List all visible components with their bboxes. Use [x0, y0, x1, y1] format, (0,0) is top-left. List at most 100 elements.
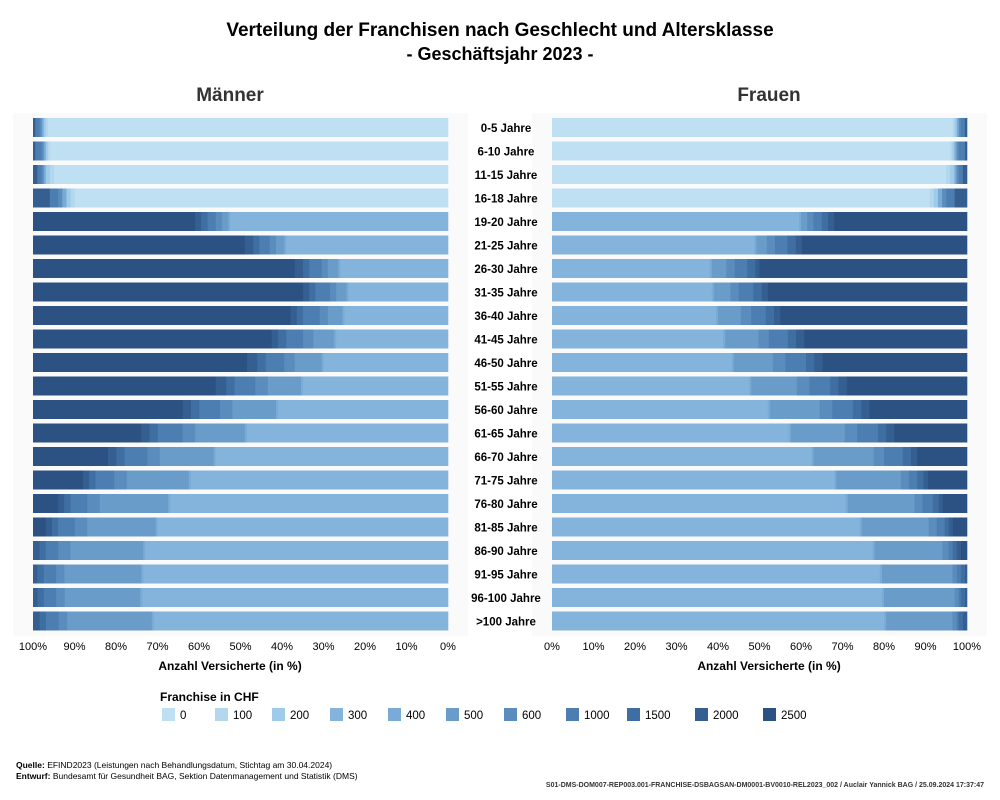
bar-segment-1500 — [753, 282, 762, 302]
bar-segment-600 — [302, 329, 314, 349]
bar-segment-2500 — [33, 494, 59, 513]
bar-segment-2000 — [962, 165, 968, 184]
bar-segment-2000 — [294, 259, 304, 278]
bar-segment-1500 — [787, 329, 797, 349]
bar-segment-600 — [57, 188, 63, 208]
bar-segment-400 — [275, 400, 279, 419]
bar-segment-2000 — [827, 212, 835, 231]
bar-segment-400 — [954, 141, 957, 161]
bar-segment-200 — [45, 165, 50, 184]
tick-label-frauen: 40% — [707, 641, 729, 653]
bar-segment-500 — [159, 447, 214, 466]
bar-segment-1000 — [315, 282, 331, 302]
bar-segment-1500 — [39, 611, 46, 631]
bar-segment-2500 — [33, 212, 196, 231]
bar-segment-100 — [952, 118, 955, 137]
tick-label-frauen: 10% — [582, 641, 604, 653]
bar-segment-600 — [86, 494, 100, 513]
bar-segment-2000 — [886, 423, 895, 443]
bar-segment-300 — [552, 306, 717, 325]
bar-segment-2000 — [964, 118, 968, 137]
tick-label-frauen: 80% — [873, 641, 895, 653]
tick-label-maenner: 60% — [188, 641, 210, 653]
bar-segment-1500 — [257, 353, 266, 372]
age-class-label: 19-20 Jahre — [474, 217, 537, 229]
bar-segment-500 — [874, 541, 943, 560]
tick-label-maenner: 90% — [63, 641, 85, 653]
bar-segment-500 — [275, 235, 285, 255]
bar-segment-1000 — [751, 306, 767, 325]
bar-segment-500 — [327, 306, 343, 325]
bar-segment-1500 — [51, 517, 59, 537]
legend-title: Franchise in CHF — [160, 690, 259, 704]
bar-segment-400 — [709, 259, 713, 278]
legend-swatch-500 — [446, 708, 459, 721]
source-text: EFIND2023 (Leistungen nach Behandlungsda… — [47, 760, 333, 770]
bar-segment-300 — [142, 564, 449, 584]
age-class-label: 86-90 Jahre — [474, 546, 537, 558]
bar-segment-200 — [45, 141, 48, 161]
bar-segment-1500 — [902, 447, 912, 466]
bar-segment-100 — [950, 141, 953, 161]
bar-segment-1500 — [932, 494, 939, 513]
bar-segment-400 — [879, 564, 883, 584]
bar-segment-1000 — [308, 259, 322, 278]
bar-segment-400 — [834, 470, 837, 490]
bar-segment-600 — [942, 541, 949, 560]
bar-segment-2500 — [834, 212, 968, 231]
bar-segment-600 — [113, 470, 127, 490]
bar-segment-600 — [215, 212, 223, 231]
bar-segment-1000 — [259, 235, 270, 255]
bar-segment-300 — [552, 212, 800, 231]
bar-segment-2500 — [33, 400, 183, 419]
bar-segment-400 — [338, 259, 341, 278]
bar-segment-1000 — [35, 141, 42, 161]
bar-segment-500 — [335, 282, 347, 302]
bar-segment-2000 — [33, 165, 38, 184]
bar-segment-2000 — [755, 259, 760, 278]
legend-label-0: 0 — [180, 710, 186, 722]
bar-segment-400 — [41, 118, 44, 137]
bar-segment-300 — [230, 212, 449, 231]
age-class-label: 71-75 Jahre — [474, 476, 537, 488]
footer-draft: Entwurf: Bundesamt für Gesundheit BAG, S… — [16, 771, 358, 781]
age-class-label: 66-70 Jahre — [474, 452, 537, 464]
bar-segment-2500 — [960, 541, 968, 560]
bar-segment-400 — [300, 376, 304, 396]
bar-segment-600 — [41, 141, 44, 161]
age-class-label: 96-100 Jahre — [471, 593, 541, 605]
tick-label-frauen: 100% — [953, 641, 981, 653]
bar-segment-300 — [552, 447, 812, 466]
bar-segment-2000 — [838, 376, 847, 396]
legend-label-500: 500 — [464, 710, 483, 722]
legend-label-300: 300 — [348, 710, 367, 722]
age-class-label: >100 Jahre — [476, 617, 536, 629]
age-class-label: 61-65 Jahre — [474, 429, 537, 441]
bar-segment-500 — [70, 541, 144, 560]
bar-segment-100 — [929, 188, 935, 208]
panel-maenner — [13, 113, 468, 636]
tick-label-frauen: 50% — [748, 641, 770, 653]
bar-segment-200 — [66, 188, 71, 208]
tick-label-maenner: 10% — [395, 641, 417, 653]
bar-segment-500 — [86, 517, 156, 537]
bar-segment-400 — [342, 306, 345, 325]
age-class-label: 41-45 Jahre — [474, 335, 537, 347]
legend-label-600: 600 — [522, 710, 541, 722]
age-class-label: 76-80 Jahre — [474, 499, 537, 511]
bar-segment-1000 — [936, 517, 946, 537]
bar-segment-2500 — [894, 423, 968, 443]
bar-segment-500 — [836, 470, 901, 490]
bar-segment-1500 — [952, 541, 958, 560]
legend-swatch-2500 — [763, 708, 776, 721]
bar-segment-300 — [190, 470, 449, 490]
legend-swatch-100 — [215, 708, 228, 721]
bar-segment-400 — [859, 517, 863, 537]
age-class-label: 11-15 Jahre — [475, 170, 538, 182]
bar-segment-400 — [937, 188, 943, 208]
legend-label-1500: 1500 — [645, 710, 671, 722]
bar-segment-500 — [713, 282, 731, 302]
tick-label-frauen: 60% — [790, 641, 812, 653]
tick-label-frauen: 70% — [831, 641, 853, 653]
legend: 0 100 200 300 400 500 600 1000 1500 2000 2500 — [162, 708, 807, 722]
